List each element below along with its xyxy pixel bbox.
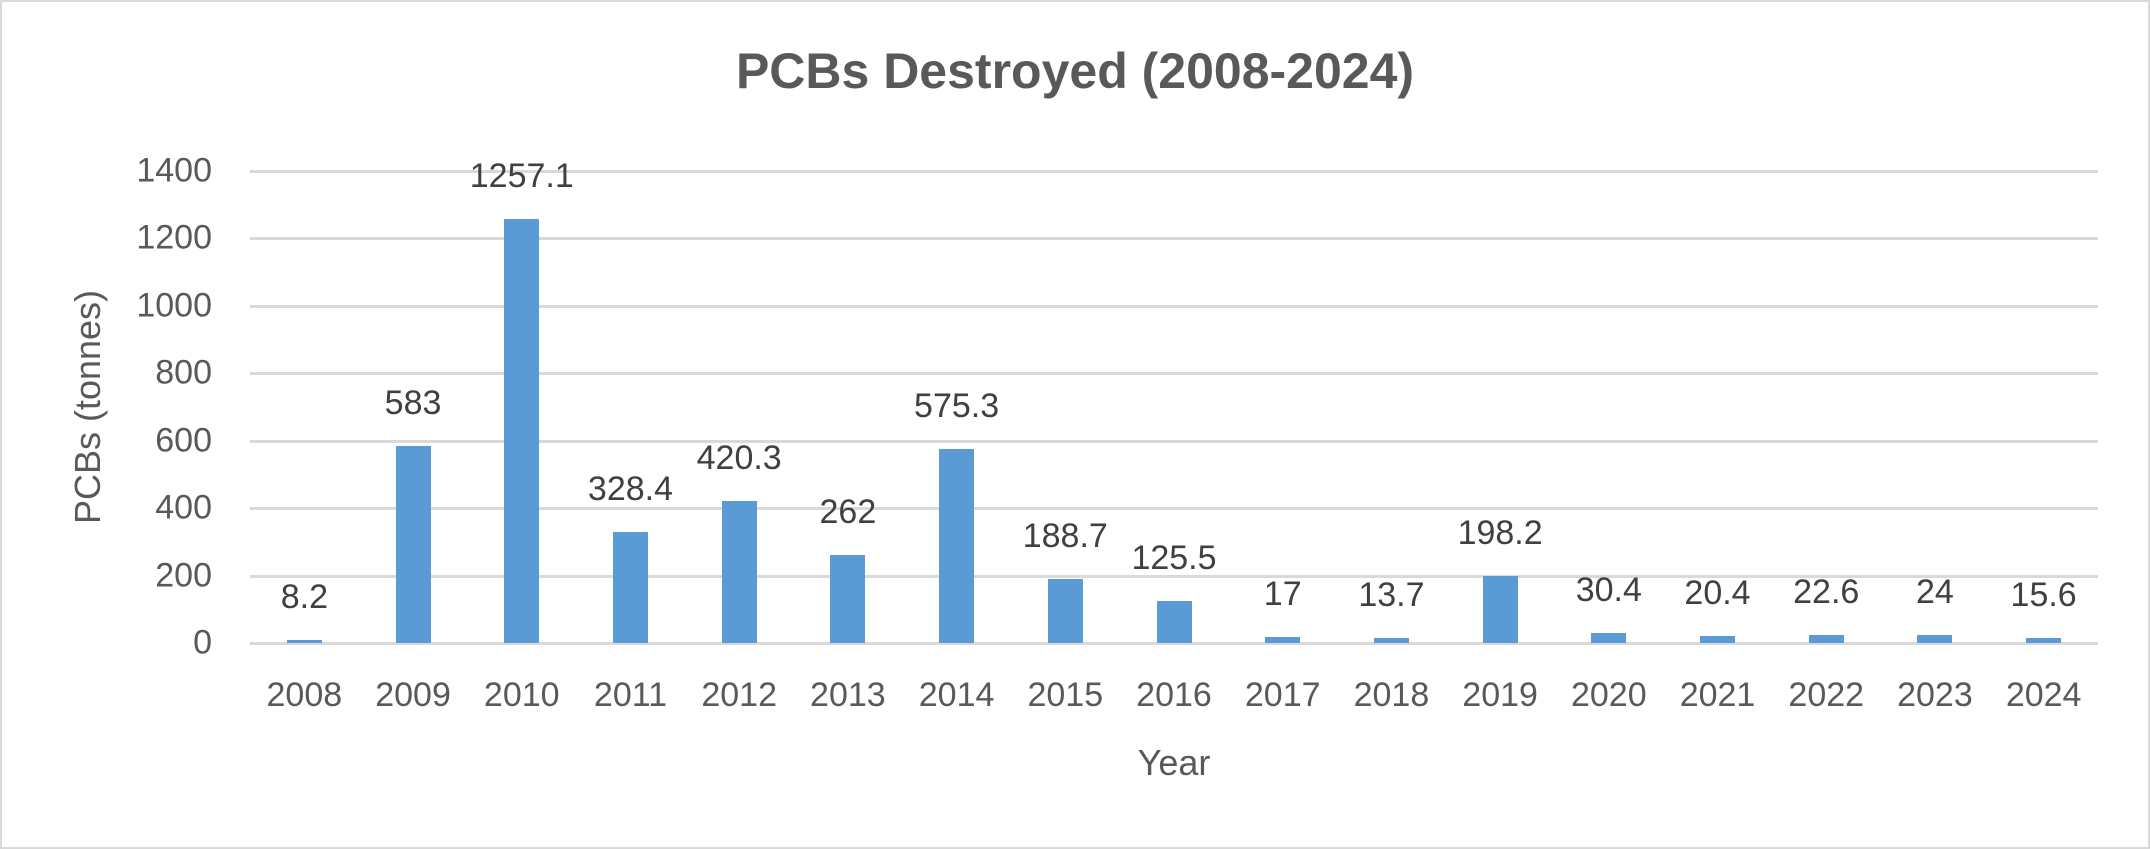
x-tick-label: 2023 — [1897, 676, 1973, 714]
bar-2018 — [1373, 638, 1409, 643]
x-tick-label: 2015 — [1027, 676, 1104, 714]
bar-2017 — [1265, 637, 1301, 643]
y-tick-label: 600 — [155, 421, 212, 460]
bar-2011 — [612, 532, 648, 643]
bar-2008 — [286, 640, 322, 643]
x-tick-label: 2024 — [2005, 676, 2082, 714]
data-label: 198.2 — [1457, 514, 1543, 553]
chart-title: PCBs Destroyed (2008-2024) — [735, 43, 1415, 99]
x-tick-label: 2013 — [810, 676, 886, 714]
data-label: 575.3 — [914, 387, 1000, 426]
x-tick-label: 2009 — [375, 676, 451, 714]
gridline — [250, 574, 2098, 578]
bar-2023 — [1917, 634, 1953, 643]
data-label: 188.7 — [1022, 517, 1108, 556]
x-tick-label: 2021 — [1679, 676, 1756, 714]
data-label: 420.3 — [696, 439, 782, 478]
bar-2022 — [1808, 635, 1844, 643]
y-tick-label: 200 — [155, 556, 212, 595]
y-tick-label: 800 — [155, 353, 212, 392]
y-tick-label: 1000 — [136, 286, 212, 325]
data-label: 328.4 — [587, 470, 674, 509]
data-label: 17 — [1263, 575, 1302, 614]
gridline — [250, 642, 2098, 645]
bar-2021 — [1700, 636, 1736, 643]
x-tick-label: 2010 — [483, 676, 560, 714]
y-tick-label: 1200 — [136, 218, 212, 257]
data-label: 8.2 — [280, 578, 328, 617]
x-tick-label: 2020 — [1570, 676, 1647, 714]
y-tick-label: 1400 — [136, 151, 212, 190]
gridline — [250, 507, 2098, 511]
gridline — [250, 439, 2098, 443]
x-axis-title: Year — [1137, 742, 1211, 783]
bar-2024 — [2026, 637, 2062, 643]
data-label: 15.6 — [2010, 575, 2077, 614]
x-tick-label: 2012 — [701, 676, 777, 714]
x-tick-label: 2008 — [266, 676, 343, 714]
bar-2013 — [830, 554, 866, 643]
gridline — [250, 237, 2098, 241]
x-tick-label: 2016 — [1136, 676, 1212, 714]
data-label: 30.4 — [1575, 570, 1642, 609]
bar-2009 — [395, 446, 431, 643]
bar-2014 — [939, 449, 975, 643]
data-label: 20.4 — [1684, 574, 1751, 613]
data-label: 583 — [384, 384, 442, 423]
bar-2020 — [1591, 632, 1627, 643]
bar-2010 — [504, 219, 540, 643]
gridline — [250, 304, 2098, 308]
gridline — [250, 170, 2098, 173]
bar-2012 — [721, 501, 757, 643]
x-tick-label: 2019 — [1462, 676, 1538, 714]
y-tick-label: 0 — [193, 623, 212, 662]
bar-2019 — [1482, 576, 1518, 643]
gridline — [250, 372, 2098, 376]
data-label: 24 — [1916, 572, 1954, 611]
data-label: 125.5 — [1131, 538, 1217, 577]
data-label: 262 — [819, 492, 877, 531]
bar-2016 — [1156, 600, 1192, 643]
bar-2015 — [1047, 579, 1083, 643]
data-label: 13.7 — [1358, 576, 1425, 615]
x-tick-label: 2014 — [918, 676, 995, 714]
data-label: 1257.1 — [469, 157, 574, 196]
x-tick-label: 2017 — [1244, 676, 1321, 714]
y-tick-label: 400 — [155, 488, 212, 527]
x-tick-label: 2018 — [1353, 676, 1430, 714]
x-tick-label: 2022 — [1788, 676, 1865, 714]
data-label: 22.6 — [1793, 573, 1860, 612]
x-tick-label: 2011 — [593, 676, 668, 714]
